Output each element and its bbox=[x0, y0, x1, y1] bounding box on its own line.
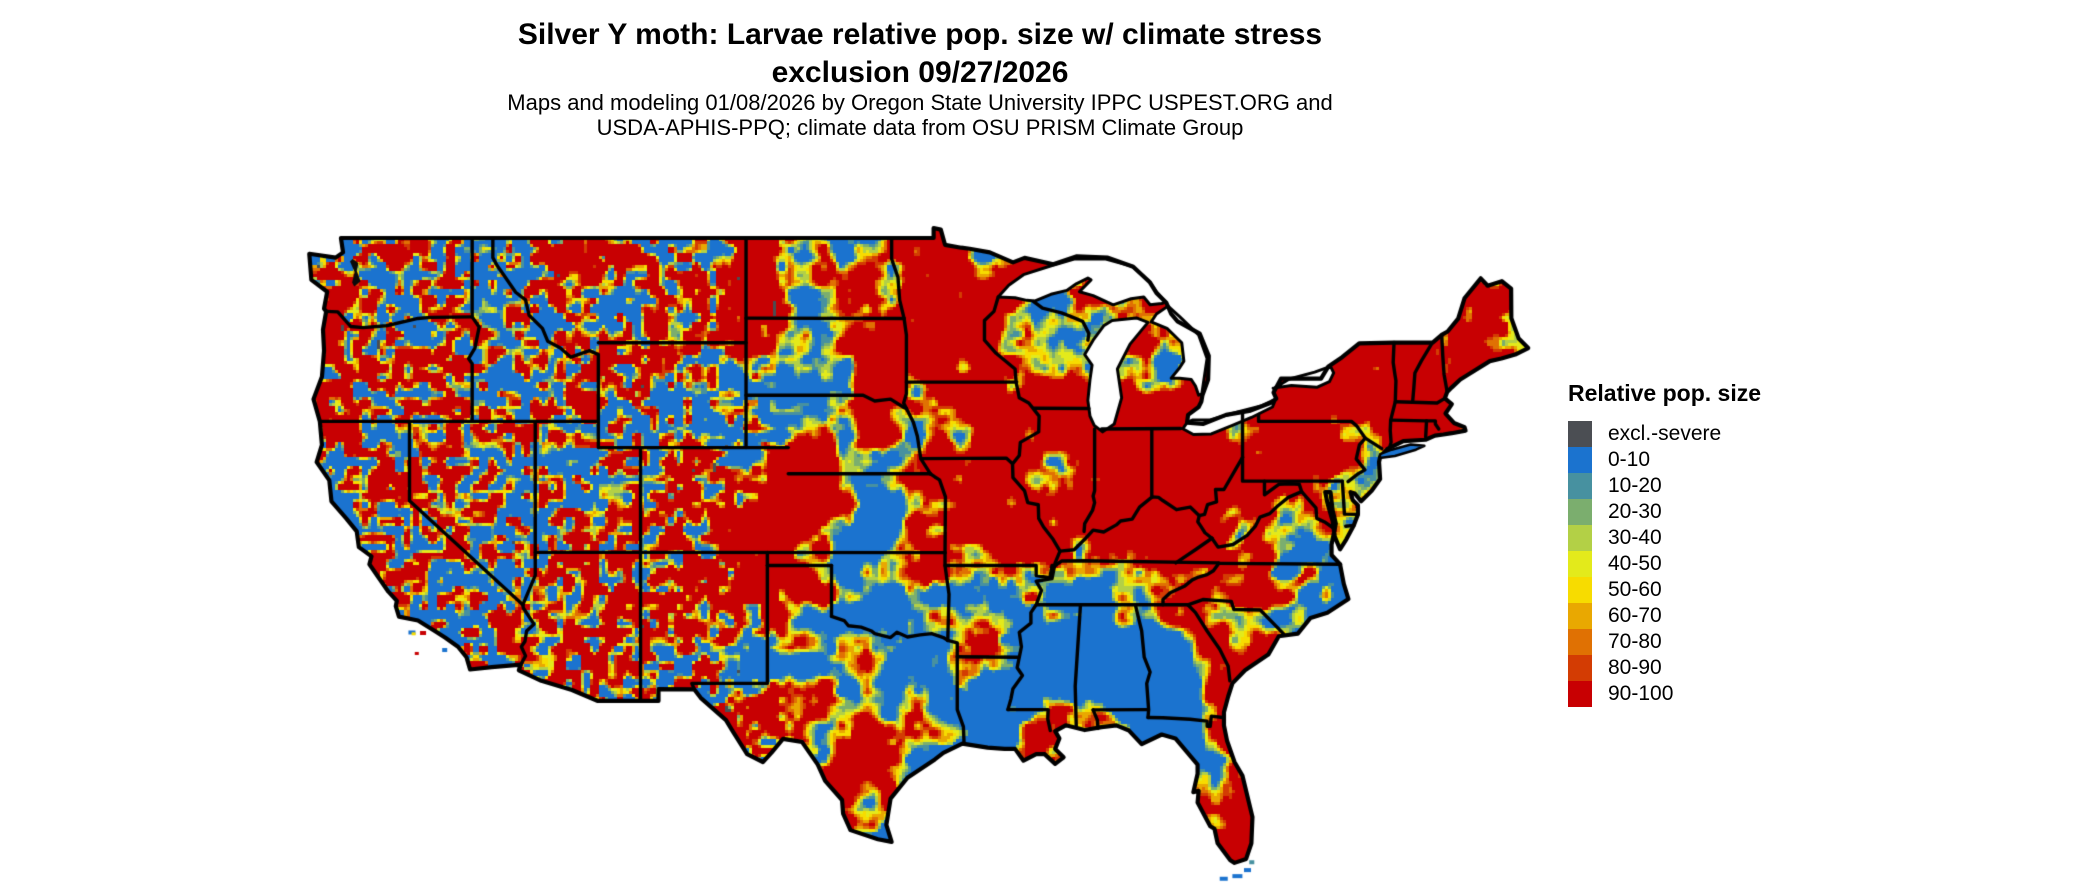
legend-label: 10-20 bbox=[1608, 474, 1662, 497]
legend-label: 30-40 bbox=[1608, 526, 1662, 549]
legend-label: 0-10 bbox=[1608, 448, 1651, 471]
legend-swatch-60-70 bbox=[1568, 603, 1592, 629]
legend: Relative pop. size excl.-severe 0-10 10-… bbox=[1568, 380, 1868, 707]
legend-row: 10-20 bbox=[1568, 473, 1868, 499]
subtitle-line-2: USDA-APHIS-PPQ; climate data from OSU PR… bbox=[596, 115, 1244, 140]
legend-row: excl.-severe bbox=[1568, 421, 1868, 447]
title-line-1: Silver Y moth: Larvae relative pop. size… bbox=[517, 18, 1323, 51]
legend-label: 50-60 bbox=[1608, 578, 1662, 601]
legend-label: 60-70 bbox=[1608, 604, 1662, 627]
legend-row: 30-40 bbox=[1568, 525, 1868, 551]
legend-row: 40-50 bbox=[1568, 551, 1868, 577]
legend-title: Relative pop. size bbox=[1568, 380, 1762, 406]
legend-swatch-70-80 bbox=[1568, 629, 1592, 655]
legend-row: 80-90 bbox=[1568, 655, 1868, 681]
title-line-2: exclusion 09/27/2026 bbox=[771, 56, 1069, 89]
legend-swatch-40-50 bbox=[1568, 551, 1592, 577]
legend-label: 70-80 bbox=[1608, 630, 1662, 653]
legend-row: 90-100 bbox=[1568, 681, 1868, 707]
us-map bbox=[270, 180, 1580, 892]
legend-label: 20-30 bbox=[1608, 500, 1662, 523]
legend-label: 80-90 bbox=[1608, 656, 1662, 679]
legend-swatch-50-60 bbox=[1568, 577, 1592, 603]
legend-swatch-0-10 bbox=[1568, 447, 1592, 473]
legend-label: excl.-severe bbox=[1608, 422, 1722, 445]
subtitle-line-1: Maps and modeling 01/08/2026 by Oregon S… bbox=[507, 90, 1333, 115]
legend-row: 0-10 bbox=[1568, 447, 1868, 473]
legend-label: 40-50 bbox=[1608, 552, 1662, 575]
legend-swatch-excl-severe bbox=[1568, 421, 1592, 447]
legend-swatch-30-40 bbox=[1568, 525, 1592, 551]
legend-label: 90-100 bbox=[1608, 682, 1674, 705]
legend-row: 60-70 bbox=[1568, 603, 1868, 629]
legend-rows: excl.-severe 0-10 10-20 20-30 30-40 40-5… bbox=[1568, 421, 1868, 707]
legend-swatch-10-20 bbox=[1568, 473, 1592, 499]
legend-swatch-80-90 bbox=[1568, 655, 1592, 681]
page-subtitle: Maps and modeling 01/08/2026 by Oregon S… bbox=[270, 90, 1570, 140]
legend-row: 20-30 bbox=[1568, 499, 1868, 525]
legend-swatch-20-30 bbox=[1568, 499, 1592, 525]
legend-row: 70-80 bbox=[1568, 629, 1868, 655]
page-title: Silver Y moth: Larvae relative pop. size… bbox=[270, 16, 1570, 92]
legend-swatch-90-100 bbox=[1568, 681, 1592, 707]
legend-row: 50-60 bbox=[1568, 577, 1868, 603]
